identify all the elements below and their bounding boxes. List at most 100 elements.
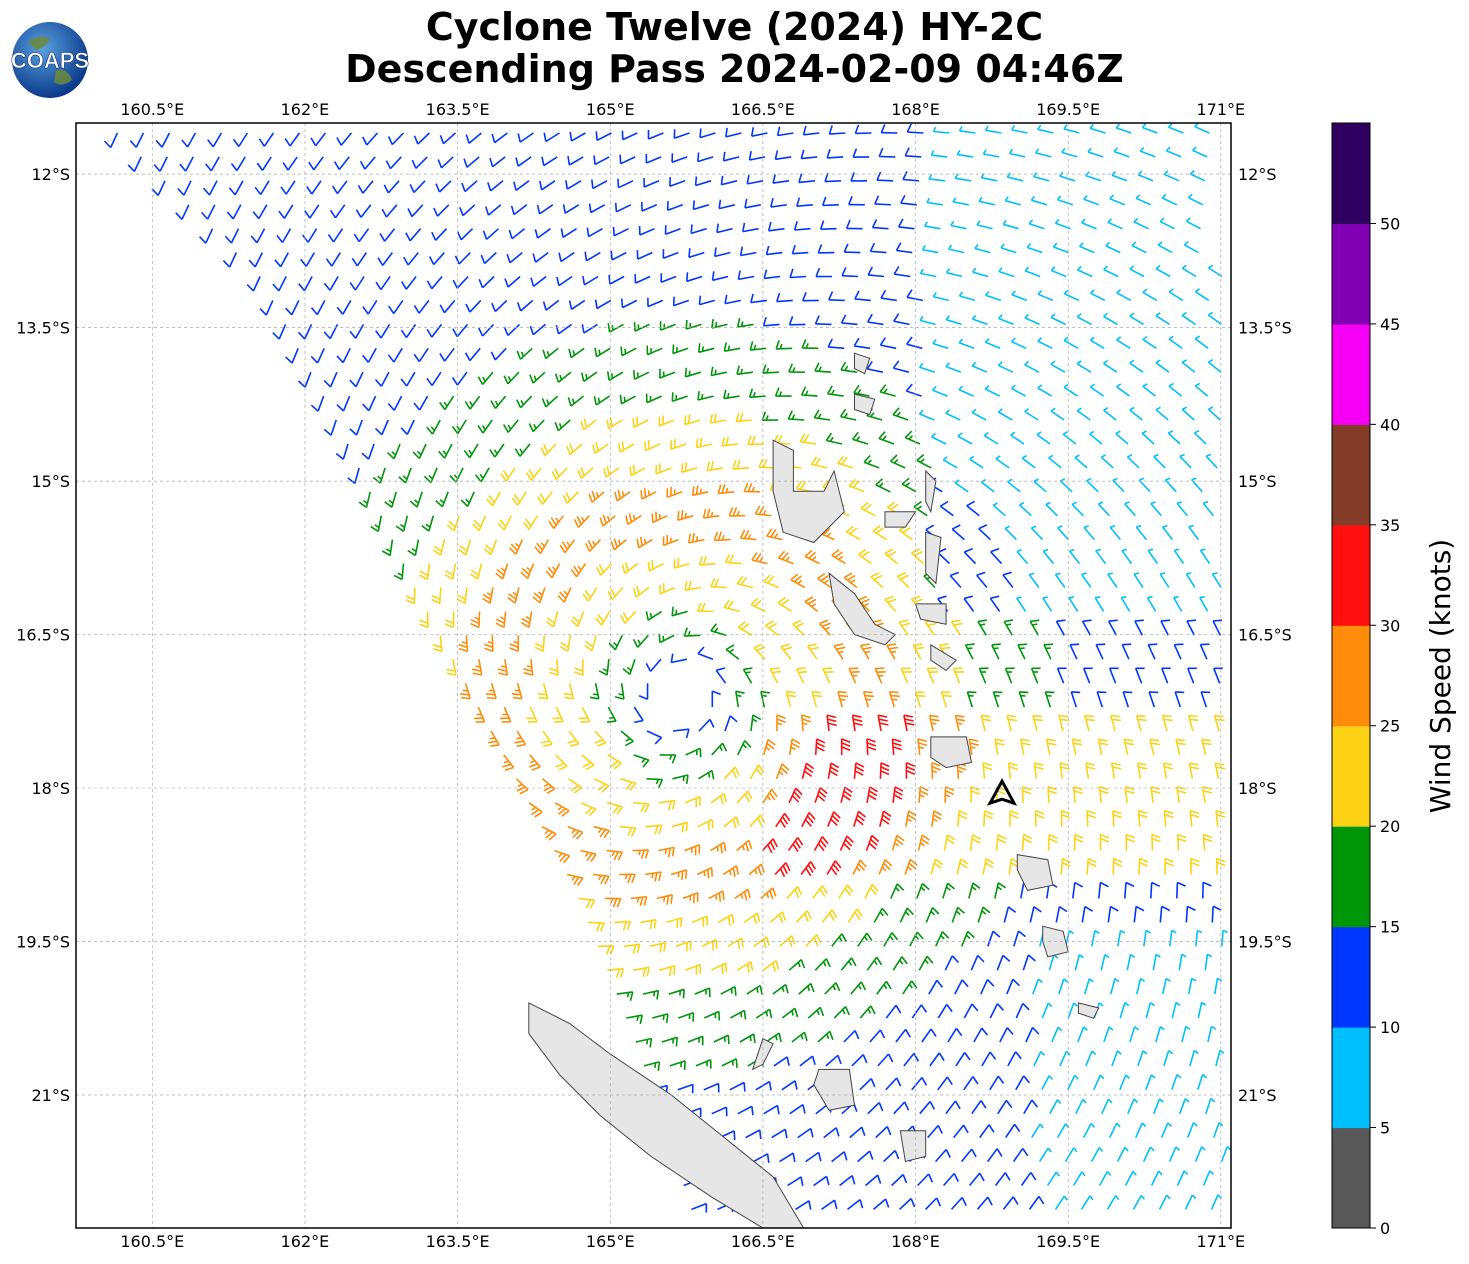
wind-barb bbox=[840, 361, 858, 373]
wind-barb bbox=[1133, 905, 1145, 923]
wind-barb bbox=[682, 892, 699, 904]
wind-barb bbox=[997, 408, 1013, 421]
wind-barb bbox=[1115, 123, 1132, 134]
wind-barb bbox=[629, 464, 646, 477]
wind-barb bbox=[1160, 1122, 1172, 1138]
wind-barb bbox=[593, 395, 611, 406]
wind-barb bbox=[426, 275, 443, 290]
wind-barb bbox=[1179, 1098, 1190, 1114]
wind-barb bbox=[1111, 762, 1122, 779]
wind-barb bbox=[1032, 172, 1050, 182]
wind-barb bbox=[781, 1080, 798, 1091]
wind-barb bbox=[514, 730, 527, 747]
wind-barb bbox=[1116, 383, 1131, 397]
wind-barb bbox=[1036, 431, 1051, 445]
wind-barb bbox=[963, 1003, 979, 1019]
wind-barb bbox=[567, 825, 584, 840]
wind-barb bbox=[788, 363, 805, 373]
wind-barb bbox=[1002, 1196, 1019, 1210]
wind-barb bbox=[968, 882, 981, 899]
islands-layer bbox=[528, 352, 1100, 1229]
wind-barb bbox=[472, 659, 483, 676]
wind-barb bbox=[748, 151, 766, 161]
wind-barb bbox=[800, 861, 817, 877]
lat-tick-right-4: 18°S bbox=[1238, 779, 1277, 798]
wind-barb bbox=[1012, 1147, 1029, 1163]
wind-barb bbox=[944, 955, 959, 971]
wind-barb bbox=[871, 219, 889, 230]
wind-barb bbox=[711, 271, 729, 282]
wind-barb bbox=[298, 276, 313, 292]
map-frame bbox=[75, 122, 1232, 1229]
wind-barb bbox=[789, 268, 807, 279]
wind-barbs-layer bbox=[103, 122, 1232, 1213]
wind-barb bbox=[604, 897, 622, 908]
wind-barb bbox=[785, 690, 797, 708]
wind-barb bbox=[1150, 786, 1161, 803]
wind-barb bbox=[879, 810, 892, 827]
wind-barb bbox=[659, 965, 676, 977]
wind-barb bbox=[1109, 194, 1126, 206]
wind-barb bbox=[976, 220, 993, 230]
wind-barb bbox=[1098, 1170, 1112, 1186]
lat-tick-right-0: 12°S bbox=[1238, 165, 1277, 184]
wind-barb bbox=[645, 393, 662, 404]
wind-barb bbox=[744, 198, 761, 209]
wind-barb bbox=[574, 659, 584, 676]
wind-barb bbox=[1086, 857, 1097, 875]
wind-barb bbox=[1050, 360, 1066, 373]
wind-barb bbox=[928, 174, 946, 182]
lon-tick-top-1: 162°E bbox=[281, 100, 330, 119]
wind-barb bbox=[1003, 619, 1014, 636]
wind-barb bbox=[788, 738, 801, 756]
wind-barb bbox=[1097, 501, 1110, 517]
wind-barb bbox=[588, 490, 605, 503]
wind-barb bbox=[555, 323, 572, 335]
wind-barb bbox=[645, 153, 662, 164]
wind-barb bbox=[1057, 525, 1069, 541]
wind-barb bbox=[1050, 407, 1065, 421]
wind-barb bbox=[520, 563, 535, 579]
wind-barb bbox=[723, 389, 740, 400]
wind-barb bbox=[407, 204, 424, 218]
wind-barb bbox=[864, 883, 879, 899]
wind-barb bbox=[1075, 1098, 1087, 1115]
wind-barb bbox=[308, 156, 324, 171]
wind-barb bbox=[1030, 195, 1048, 206]
wind-barb bbox=[1033, 1050, 1045, 1067]
wind-barb bbox=[258, 132, 275, 147]
wind-barb bbox=[1135, 714, 1147, 732]
wind-barb bbox=[1120, 596, 1131, 612]
wind-barb bbox=[1018, 691, 1029, 708]
wind-barb bbox=[1124, 786, 1135, 803]
wind-barb bbox=[1049, 1099, 1062, 1115]
wind-barb bbox=[603, 465, 620, 478]
wind-barb bbox=[736, 575, 754, 589]
wind-barb bbox=[361, 443, 375, 460]
wind-barb bbox=[439, 347, 455, 362]
wind-barb bbox=[932, 292, 949, 302]
wind-barb bbox=[1060, 857, 1071, 875]
wind-barb bbox=[1080, 1195, 1094, 1210]
wind-barb bbox=[926, 667, 939, 684]
wind-barb bbox=[1024, 407, 1039, 421]
lat-tick-right-6: 21°S bbox=[1238, 1086, 1277, 1105]
wind-barb bbox=[202, 180, 218, 196]
wind-barb bbox=[942, 456, 958, 469]
wind-barb bbox=[749, 814, 766, 828]
wind-barb bbox=[1212, 1122, 1224, 1138]
wind-barb bbox=[459, 204, 476, 217]
wind-barb bbox=[489, 443, 505, 458]
wind-barb bbox=[1025, 1026, 1040, 1043]
wind-barb bbox=[1015, 1075, 1031, 1091]
wind-barb bbox=[1030, 667, 1041, 684]
wind-barb bbox=[921, 1028, 937, 1043]
wind-barb bbox=[1084, 978, 1094, 995]
wind-barb bbox=[739, 1033, 756, 1044]
wind-barb bbox=[1176, 833, 1187, 851]
wind-barb bbox=[395, 515, 409, 532]
wind-barb bbox=[1194, 122, 1210, 134]
wind-barb bbox=[1185, 217, 1201, 230]
wind-barb bbox=[285, 347, 299, 364]
wind-barb bbox=[529, 323, 547, 336]
